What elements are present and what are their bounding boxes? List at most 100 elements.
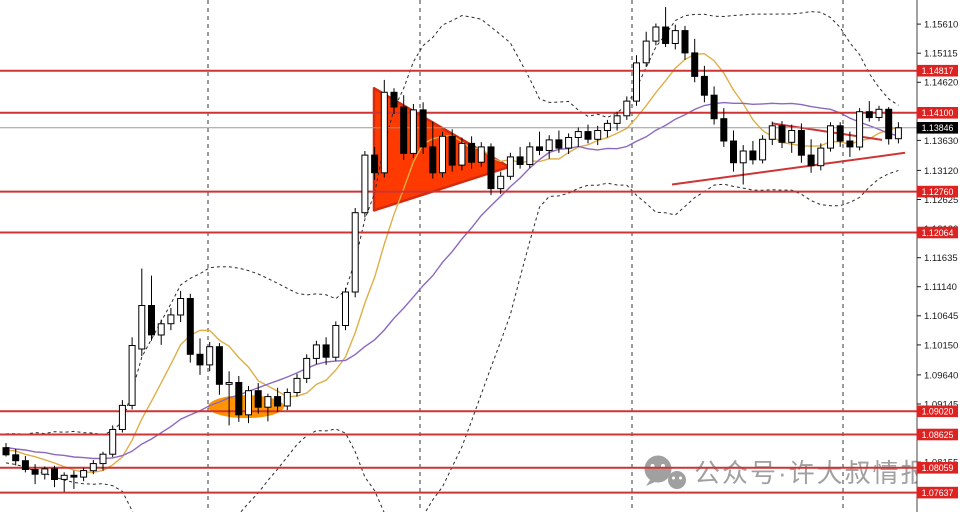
candle [623,96,631,120]
price-level-badge[interactable]: 1.12064 [916,226,959,239]
axis-tick-label: 1.11140 [924,282,957,293]
candle [342,287,349,331]
candle [468,136,476,169]
candle [700,65,708,103]
candle [400,95,408,160]
candle [613,111,621,131]
candle [458,137,466,171]
candle [875,105,883,122]
candle [477,142,485,167]
candle [807,139,815,173]
price-level-badge[interactable]: 1.09020 [916,405,959,418]
svg-text:1.14817: 1.14817 [922,66,954,76]
price-level-badge[interactable]: 1.12760 [916,185,959,198]
svg-text:1.13846: 1.13846 [922,123,954,133]
svg-text:1.12064: 1.12064 [922,228,954,238]
axis-tick-label: 1.14620 [924,78,958,89]
candle [768,121,776,146]
candle [759,135,767,164]
svg-text:1.14100: 1.14100 [922,108,954,118]
candle [12,448,20,466]
current-price-badge[interactable]: 1.13846 [916,122,959,134]
price-level-badge[interactable]: 1.08625 [916,428,959,441]
candle [506,152,514,180]
svg-text:1.09020: 1.09020 [922,407,954,417]
candle [380,79,388,178]
candle [31,464,39,485]
svg-text:1.08059: 1.08059 [922,463,954,473]
candle [157,319,165,345]
candle [487,143,495,196]
candle [322,337,330,365]
candle [778,121,786,149]
candle [439,131,446,178]
price-axis: 1.156101.151151.146201.141251.136301.131… [916,0,960,512]
candle [574,127,582,147]
candle [429,121,437,179]
price-level-badge[interactable]: 1.08059 [916,462,959,474]
axis-tick-label: 1.10645 [924,311,958,322]
trendline-annotation[interactable] [671,151,906,186]
slow-moving-average-line [5,101,899,460]
candle [749,141,757,165]
svg-text:1.07637: 1.07637 [922,488,954,498]
candle [497,171,505,194]
candle [274,387,282,412]
candle [312,340,320,365]
candle [652,23,660,46]
wechat-icon [644,455,686,489]
candle [2,443,10,457]
candle [633,55,640,106]
axis-tick-label: 1.10150 [924,340,958,351]
watermark: 公众号·许大叔情报 [644,455,927,489]
candle [99,451,107,471]
candle [254,383,262,414]
candle [128,337,136,410]
candle [361,151,369,218]
candle [448,129,456,172]
candle [148,275,155,341]
candle [594,125,602,146]
candle [846,131,854,157]
candle [836,122,844,147]
candle [109,425,117,458]
candle [70,470,78,489]
bollinger-lower-band [5,170,899,512]
candle [80,467,88,482]
price-level-badge[interactable]: 1.14100 [916,107,959,119]
axis-tick-label: 1.09145 [924,399,958,410]
price-level-badge[interactable]: 1.14817 [916,64,959,77]
candle [565,133,573,154]
candle [536,131,543,156]
candle [739,145,747,185]
axis-tick-label: 1.09640 [924,370,958,381]
axis-tick-label: 1.12625 [924,195,958,206]
candle [584,124,592,144]
candle [215,343,223,395]
candle [555,130,563,153]
candle [89,460,97,475]
candle [371,146,379,180]
price-level-badge[interactable]: 1.07637 [916,486,959,499]
candle [60,472,68,492]
axis-tick-label: 1.15115 [924,49,958,60]
candle [206,342,214,372]
candle [351,208,359,298]
candle [516,146,524,169]
axis-tick-label: 1.11635 [924,253,958,264]
candle [894,122,902,144]
candle [167,307,175,331]
candle [710,86,718,125]
candle [118,400,126,433]
candle [409,104,417,159]
candle [671,24,679,50]
candle [303,354,311,384]
candle [817,143,825,171]
candle [138,268,146,357]
candle [788,124,796,153]
candle [245,386,252,424]
candle [603,119,611,138]
